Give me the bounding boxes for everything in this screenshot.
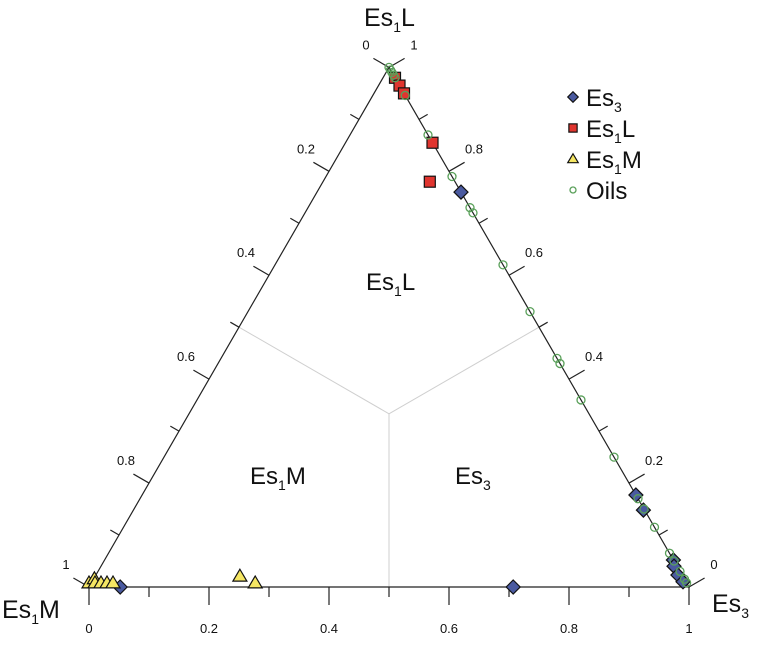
right-tick <box>628 473 645 484</box>
point-es1l <box>426 136 439 149</box>
point-oils <box>576 395 586 405</box>
vertex-label-es1l: Es1L <box>364 4 415 35</box>
point-es1l <box>423 175 436 188</box>
legend-marker-es1l <box>568 123 578 133</box>
right-tick <box>658 529 668 536</box>
bottom-tick-label: 0.6 <box>440 621 458 636</box>
legend-label: Es1M <box>586 147 642 177</box>
region-boundary-line <box>388 326 540 415</box>
right-tick-label: 1 <box>410 37 417 52</box>
point-oils <box>664 548 675 558</box>
point-oils <box>468 208 478 218</box>
point-es3 <box>505 579 522 595</box>
point-oils <box>552 353 562 364</box>
vertex-label-es3: Es3 <box>712 590 749 621</box>
point-oils <box>633 494 643 504</box>
point-oils <box>609 452 619 462</box>
left-tick <box>133 473 150 484</box>
left-tick <box>253 265 270 276</box>
right-tick <box>508 265 525 276</box>
left-tick-label: 0.6 <box>177 349 195 364</box>
left-tick-label: 0.4 <box>237 245 255 260</box>
data-points <box>80 62 692 595</box>
left-tick <box>350 113 360 120</box>
point-oils <box>681 578 692 588</box>
left-tick-label: 0.8 <box>117 453 135 468</box>
bottom-tick-label: 0.8 <box>560 621 578 636</box>
region-label-es1m: Es1M <box>250 463 306 493</box>
left-tick <box>373 57 390 68</box>
right-tick <box>538 321 548 328</box>
left-tick <box>110 529 120 536</box>
point-es3 <box>453 184 469 200</box>
right-tick <box>478 217 488 224</box>
left-tick-label: 1 <box>62 557 69 572</box>
right-tick-label: 0 <box>710 557 717 572</box>
right-tick <box>448 161 465 172</box>
right-tick <box>568 369 585 380</box>
point-oils <box>675 566 685 577</box>
right-tick-label: 0.6 <box>525 245 543 260</box>
point-oils <box>669 556 679 566</box>
right-tick-label: 0.4 <box>585 349 603 364</box>
point-oils <box>447 171 457 182</box>
legend-marker-es3 <box>566 90 580 104</box>
point-oils <box>498 260 508 270</box>
bottom-tick-label: 0.2 <box>200 621 218 636</box>
point-oils <box>555 358 565 369</box>
legend-marker-es1m <box>566 152 580 164</box>
region-label-es3: Es3 <box>455 463 491 493</box>
axis-labels: 0 0.2 0.4 0.6 0.8 1 1 0.8 0.6 0.4 0.2 0 0 0.2 0.4 0.6 0.… <box>2 4 749 636</box>
bottom-tick-label: 0.4 <box>320 621 338 636</box>
legend-label: Es1L <box>586 116 635 146</box>
point-oils <box>649 522 660 532</box>
axis-ticks <box>73 57 705 605</box>
left-tick <box>290 217 300 224</box>
bottom-tick-label: 1 <box>685 621 692 636</box>
left-tick-label: 0.2 <box>297 141 315 156</box>
point-es1m <box>247 574 264 589</box>
right-tick <box>688 577 705 588</box>
region-boundaries <box>238 326 540 587</box>
left-tick <box>230 321 240 328</box>
bottom-tick-label: 0 <box>85 621 92 636</box>
legend-marker-oils <box>569 186 577 194</box>
left-tick <box>170 425 180 432</box>
right-tick-label: 0.8 <box>465 141 483 156</box>
right-tick <box>418 113 428 120</box>
point-oils <box>525 306 535 317</box>
right-tick <box>598 425 608 432</box>
legend-label: Es3 <box>586 85 622 115</box>
left-tick <box>313 161 330 172</box>
point-oils <box>639 504 649 514</box>
legend-label: Oils <box>586 178 627 205</box>
point-oils <box>465 203 475 213</box>
right-tick-label: 0.2 <box>645 453 663 468</box>
point-es1m <box>104 574 122 589</box>
region-label-es1l: Es1L <box>366 269 415 299</box>
point-oils <box>400 90 410 101</box>
point-oils <box>390 73 400 83</box>
point-oils <box>423 130 433 140</box>
point-es1m <box>231 568 248 582</box>
region-boundary-line <box>238 326 390 415</box>
vertex-label-es1m: Es1M <box>2 596 60 627</box>
left-tick-label: 0 <box>362 37 369 52</box>
left-tick <box>193 369 210 380</box>
